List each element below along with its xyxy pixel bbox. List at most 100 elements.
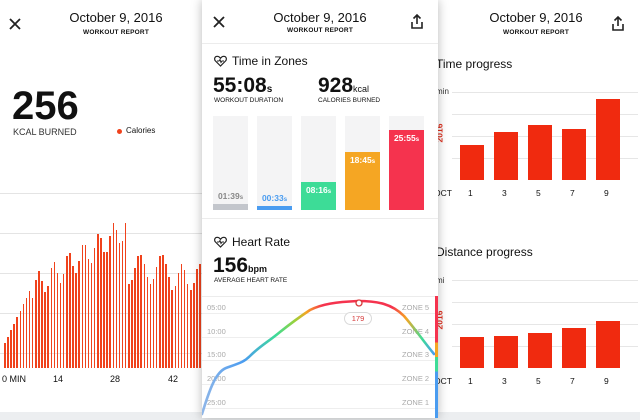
zone-time-label: 18:45s (349, 155, 376, 165)
calories-report-screen: October 9, 2016 WORKOUT REPORT 256 KCAL … (0, 0, 232, 412)
calorie-bar (35, 280, 37, 368)
calorie-bar (146, 277, 149, 368)
calorie-bar (31, 298, 34, 368)
zone-color-strip (435, 296, 438, 418)
progress-bar (528, 333, 552, 368)
progress-bar (596, 321, 620, 368)
zone-bar (257, 206, 292, 210)
distance-chart (452, 280, 638, 368)
hr-grid-line (202, 313, 438, 314)
calorie-bar (66, 256, 68, 368)
calorie-bar (140, 255, 142, 368)
calorie-bar (38, 271, 40, 368)
calorie-bar (196, 269, 198, 368)
calories-value: 928kcal (318, 74, 370, 97)
calorie-bar (183, 270, 186, 368)
hr-grid-line (202, 360, 438, 361)
x-tick: 3 (502, 188, 507, 198)
close-icon[interactable] (8, 17, 22, 31)
time-oct-label: OCT (434, 188, 452, 198)
calorie-bar (134, 268, 136, 368)
hr-time-label: 25:00 (207, 398, 226, 407)
x-tick-14: 14 (53, 374, 64, 384)
calorie-bar (100, 238, 102, 368)
calorie-bar (118, 243, 121, 368)
x-tick: 3 (502, 376, 507, 386)
hr-time-label: 05:00 (207, 303, 226, 312)
calories-label: CALORIES BURNED (318, 97, 381, 104)
calorie-bar (10, 330, 12, 368)
header: October 9, 2016 WORKOUT REPORT (432, 0, 640, 44)
calorie-bar (149, 284, 152, 368)
calorie-bar (7, 337, 9, 368)
duration-label: WORKOUT DURATION (214, 97, 284, 104)
heart-zones-icon (214, 55, 227, 67)
hr-time-label: 15:00 (207, 350, 226, 359)
share-icon[interactable] (610, 15, 626, 32)
calorie-bar (152, 279, 155, 368)
calorie-bar (72, 266, 74, 368)
calorie-bar (106, 252, 108, 368)
calorie-bar (59, 283, 62, 368)
kcal-label: KCAL BURNED (13, 127, 77, 137)
calorie-bar (131, 280, 133, 368)
calorie-bar (87, 259, 90, 368)
calorie-bar (75, 273, 77, 368)
zone-time-label: 00:33s (261, 193, 288, 203)
hr-peak-badge: 179 (344, 312, 372, 325)
x-tick: 1 (468, 188, 473, 198)
calorie-bar (171, 290, 173, 368)
grid-line (452, 280, 638, 281)
hr-zone-label: ZONE 2 (402, 374, 430, 383)
calorie-bar (115, 230, 118, 368)
calorie-bar (78, 261, 80, 368)
calorie-bar (56, 273, 59, 368)
zone-bar (213, 204, 248, 210)
x-tick: 5 (536, 188, 541, 198)
grid-line (452, 324, 638, 325)
x-tick: 7 (570, 188, 575, 198)
grid-line (0, 193, 232, 194)
report-date: October 9, 2016 (273, 10, 367, 25)
duration-value: 55:08s (213, 74, 273, 97)
hr-grid-line (202, 337, 438, 338)
avg-hr-label: AVERAGE HEART RATE (214, 277, 288, 284)
calorie-bar (13, 324, 15, 368)
calories-chart (0, 188, 232, 368)
calorie-bar (4, 343, 6, 368)
hr-top-divider (202, 296, 438, 297)
calorie-bar (128, 284, 130, 368)
peak-marker (355, 299, 363, 307)
zone-time-label: 25:55s (393, 133, 420, 143)
calorie-bar (159, 256, 161, 368)
calorie-bar (186, 284, 189, 368)
progress-bar (494, 132, 518, 180)
calorie-bar (22, 304, 25, 368)
calorie-bar (193, 283, 195, 368)
progress-bar (494, 336, 518, 368)
x-tick-0: 0 MIN (2, 374, 27, 384)
close-icon[interactable] (212, 15, 226, 29)
progress-bar (460, 337, 484, 368)
header: October 9, 2016 WORKOUT REPORT (202, 0, 438, 44)
zone-bar (345, 152, 380, 210)
calorie-bar (19, 311, 22, 368)
heart-rate-icon (214, 236, 227, 248)
grid-line (452, 302, 638, 303)
calorie-bar (50, 268, 53, 368)
calorie-bar (53, 262, 56, 368)
calorie-bar (69, 253, 71, 368)
progress-bar (562, 328, 586, 368)
share-icon[interactable] (409, 13, 425, 30)
hr-grid-line (202, 384, 438, 385)
calorie-bar (165, 264, 167, 368)
heart-rate-title: Heart Rate (232, 235, 291, 249)
calorie-bar (109, 236, 111, 368)
hr-zone-label: ZONE 3 (402, 350, 430, 359)
x-tick: 7 (570, 376, 575, 386)
time-unit: min (436, 87, 449, 96)
legend-dot (117, 129, 122, 134)
x-tick: 1 (468, 376, 473, 386)
workout-report-screen: October 9, 2016 WORKOUT REPORT Time in Z… (202, 0, 438, 418)
calorie-bar (155, 267, 158, 368)
